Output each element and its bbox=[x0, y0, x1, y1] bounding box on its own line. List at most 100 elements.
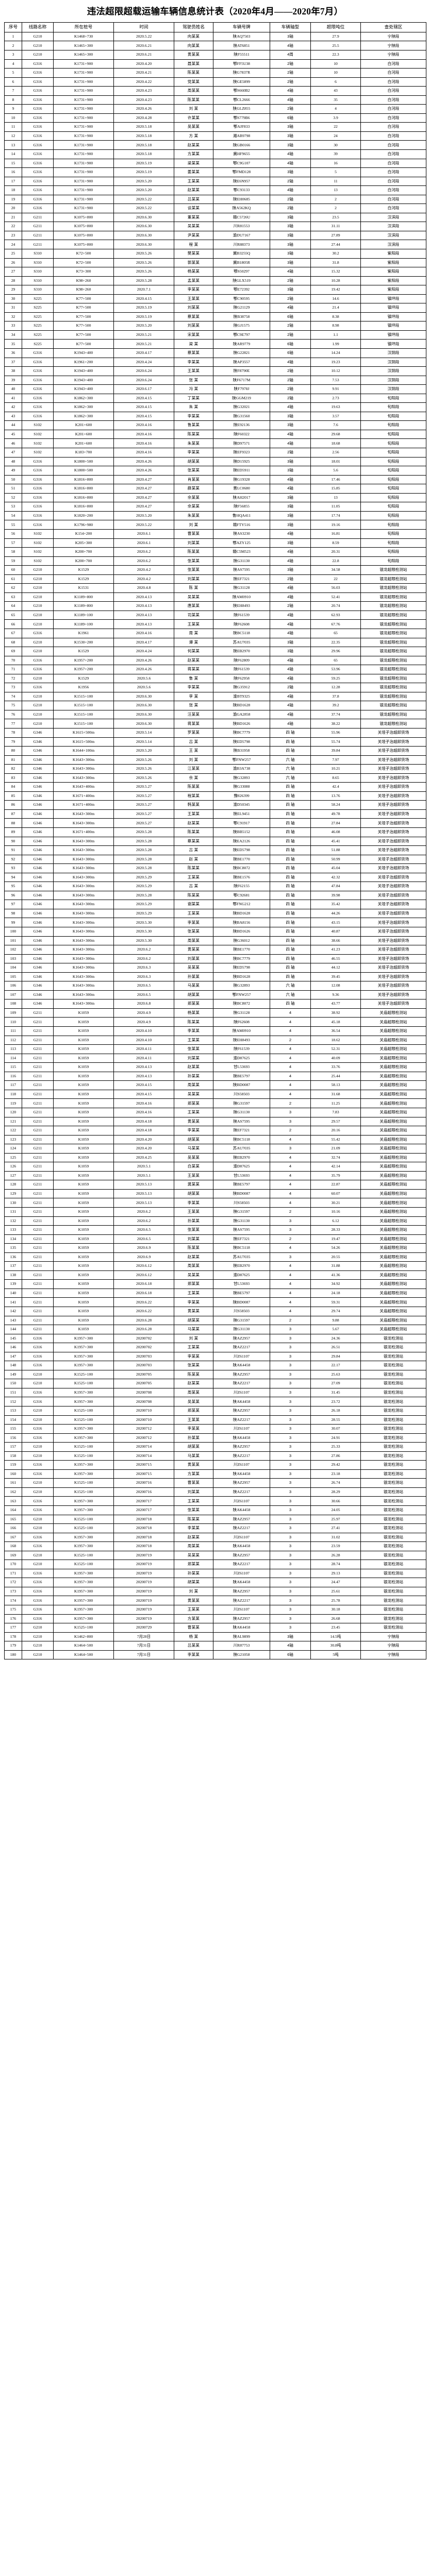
table-row: 120 G211 K1059 2020.4.16 王某某 陕G31130 3 7.83 关庙超限… bbox=[4, 1107, 426, 1117]
cell-plate: 陕AH2017 bbox=[213, 493, 270, 503]
cell-axle: 3 bbox=[270, 1379, 311, 1388]
cell-axle: 3轴 bbox=[270, 258, 311, 268]
cell-jurisdiction: 白河段 bbox=[360, 167, 426, 177]
cell-date: 2020.4.13 bbox=[113, 601, 174, 611]
cell-index: 90 bbox=[4, 836, 22, 846]
cell-tonnage: 14.5吨 bbox=[310, 1632, 361, 1642]
cell-stake: K1059 bbox=[53, 1180, 114, 1190]
cell-axle: 4轴 bbox=[270, 357, 311, 367]
cell-axle: 四 轴 bbox=[270, 782, 311, 792]
cell-plate: 鄂C9G107 bbox=[213, 158, 270, 168]
cell-date: 2020.4.23 bbox=[113, 95, 174, 105]
cell-plate: 陕G31597 bbox=[213, 1098, 270, 1108]
cell-jurisdiction: 银龙检测站 bbox=[360, 1460, 426, 1470]
cell-route: G316 bbox=[22, 167, 54, 177]
cell-date: 2020.4.17 bbox=[113, 637, 174, 648]
cell-index: 120 bbox=[4, 1107, 22, 1117]
cell-route: G211 bbox=[22, 1080, 54, 1090]
cell-driver: 司某某 bbox=[174, 610, 213, 620]
cell-plate: 陕AZ2217 bbox=[213, 1415, 270, 1425]
cell-date: 2020.5.14 bbox=[113, 737, 174, 747]
cell-date: 2020.6.2 bbox=[113, 945, 174, 955]
cell-date: 2020.4.26 bbox=[113, 466, 174, 476]
cell-plate: 陕AR9779 bbox=[213, 339, 270, 349]
cell-jurisdiction: 关庙超限检测站 bbox=[360, 1261, 426, 1271]
cell-jurisdiction: 关垭子治超卸货场 bbox=[360, 827, 426, 837]
cell-route: G346 bbox=[22, 945, 54, 955]
cell-route: G316 bbox=[22, 655, 54, 666]
cell-route: G316 bbox=[22, 176, 54, 187]
cell-axle: 4轴 bbox=[270, 655, 311, 666]
cell-index: 48 bbox=[4, 456, 22, 467]
cell-index: 12 bbox=[4, 131, 22, 141]
cell-stake: K1525+100 bbox=[53, 1379, 114, 1388]
cell-route: G346 bbox=[22, 872, 54, 883]
cell-tonnage: 30.2 bbox=[310, 249, 361, 259]
cell-index: 40 bbox=[4, 384, 22, 394]
cell-index: 31 bbox=[4, 303, 22, 313]
cell-plate: 陕AZ2217 bbox=[213, 1487, 270, 1497]
cell-axle: 2轴 bbox=[270, 601, 311, 611]
cell-date: 2020.6.17 bbox=[113, 384, 174, 394]
cell-plate: 陕BE5797 bbox=[213, 1288, 270, 1298]
cell-driver: 刘某某 bbox=[174, 1487, 213, 1497]
cell-axle: 3轴 bbox=[270, 167, 311, 177]
cell-index: 178 bbox=[4, 1632, 22, 1642]
cell-jurisdiction: 白河段 bbox=[360, 140, 426, 150]
cell-jurisdiction: 关垭子治超卸货场 bbox=[360, 954, 426, 964]
cell-plate: 陕GLZ855 bbox=[213, 104, 270, 114]
cell-jurisdiction: 关庙超限检测站 bbox=[360, 1089, 426, 1099]
cell-plate: 川R81553 bbox=[213, 222, 270, 231]
table-row: 102 G346 K1643+300m 2020.6.2 黄某某 陕BE1770 四 轴 41… bbox=[4, 945, 426, 955]
table-row: 77 G210 K1515+100 2020.6.30 蒋某某 陕BD1626 4轴 38.2… bbox=[4, 719, 426, 728]
cell-axle: 4轴 bbox=[270, 1641, 311, 1651]
cell-driver: 赵某某 bbox=[174, 185, 213, 195]
cell-tonnage: 55.96 bbox=[310, 727, 361, 738]
cell-plate: 陕G35912 bbox=[213, 683, 270, 692]
cell-stake: K1462+800 bbox=[53, 1632, 114, 1642]
cell-tonnage: 22.17 bbox=[310, 1361, 361, 1370]
cell-plate: 陕AS7595 bbox=[213, 1225, 270, 1235]
cell-axle: 6轴 bbox=[270, 312, 311, 322]
cell-date: 2020.5.27 bbox=[113, 791, 174, 801]
cell-route: S310 bbox=[22, 267, 54, 277]
cell-tonnage: 11 bbox=[310, 176, 361, 187]
cell-route: G346 bbox=[22, 918, 54, 928]
cell-plate: 川S58503 bbox=[213, 1306, 270, 1316]
cell-driver: 刘某某 bbox=[174, 574, 213, 584]
cell-tonnage: 35.79 bbox=[310, 1171, 361, 1181]
cell-route: G346 bbox=[22, 755, 54, 765]
cell-driver: 陈某某 bbox=[174, 95, 213, 105]
cell-jurisdiction: 镇坪段 bbox=[360, 303, 426, 313]
cell-index: 25 bbox=[4, 249, 22, 259]
cell-route: G346 bbox=[22, 764, 54, 774]
cell-jurisdiction: 汉滨段 bbox=[360, 240, 426, 249]
table-row: 154 G210 K1525+100 20200710 王某某 陕AZ2217 3 28.55… bbox=[4, 1415, 426, 1425]
table-row: 54 G316 K1820+200 2020.5.20 朱某某 鲁HQA411 3轴 17.7… bbox=[4, 511, 426, 521]
cell-driver: 蔡某某 bbox=[174, 312, 213, 322]
cell-tonnage: 26.18 bbox=[310, 1406, 361, 1416]
cell-jurisdiction: 关垭子治超卸货场 bbox=[360, 990, 426, 1000]
cell-jurisdiction: 白河段 bbox=[360, 59, 426, 69]
cell-route: G316 bbox=[22, 348, 54, 358]
cell-axle: 2 bbox=[270, 1126, 311, 1136]
cell-route: G211 bbox=[22, 1261, 54, 1271]
cell-index: 27 bbox=[4, 267, 22, 277]
cell-stake: K1957+300 bbox=[53, 1532, 114, 1543]
cell-axle: 3轴 bbox=[270, 520, 311, 530]
cell-jurisdiction: 镇坪段 bbox=[360, 312, 426, 322]
cell-driver: 谈某某 bbox=[174, 204, 213, 213]
cell-plate: 陕BD1628 bbox=[213, 908, 270, 919]
cell-date: 2020.5.27 bbox=[113, 818, 174, 828]
cell-date: 2020.4.24 bbox=[113, 647, 174, 656]
cell-date: 2020.4.2 bbox=[113, 565, 174, 575]
cell-route: S102 bbox=[22, 547, 54, 557]
cell-driver: 刘 某 bbox=[174, 1333, 213, 1344]
cell-index: 132 bbox=[4, 1216, 22, 1226]
cell-axle: 四 轴 bbox=[270, 809, 311, 819]
cell-tonnage: 9.91 bbox=[310, 384, 361, 394]
cell-plate: 陕G22821 bbox=[213, 348, 270, 358]
cell-date: 2020.4.15 bbox=[113, 411, 174, 421]
column-header-jurisdiction: 查处辖区 bbox=[360, 22, 426, 32]
cell-tonnage: 43.77 bbox=[310, 999, 361, 1009]
